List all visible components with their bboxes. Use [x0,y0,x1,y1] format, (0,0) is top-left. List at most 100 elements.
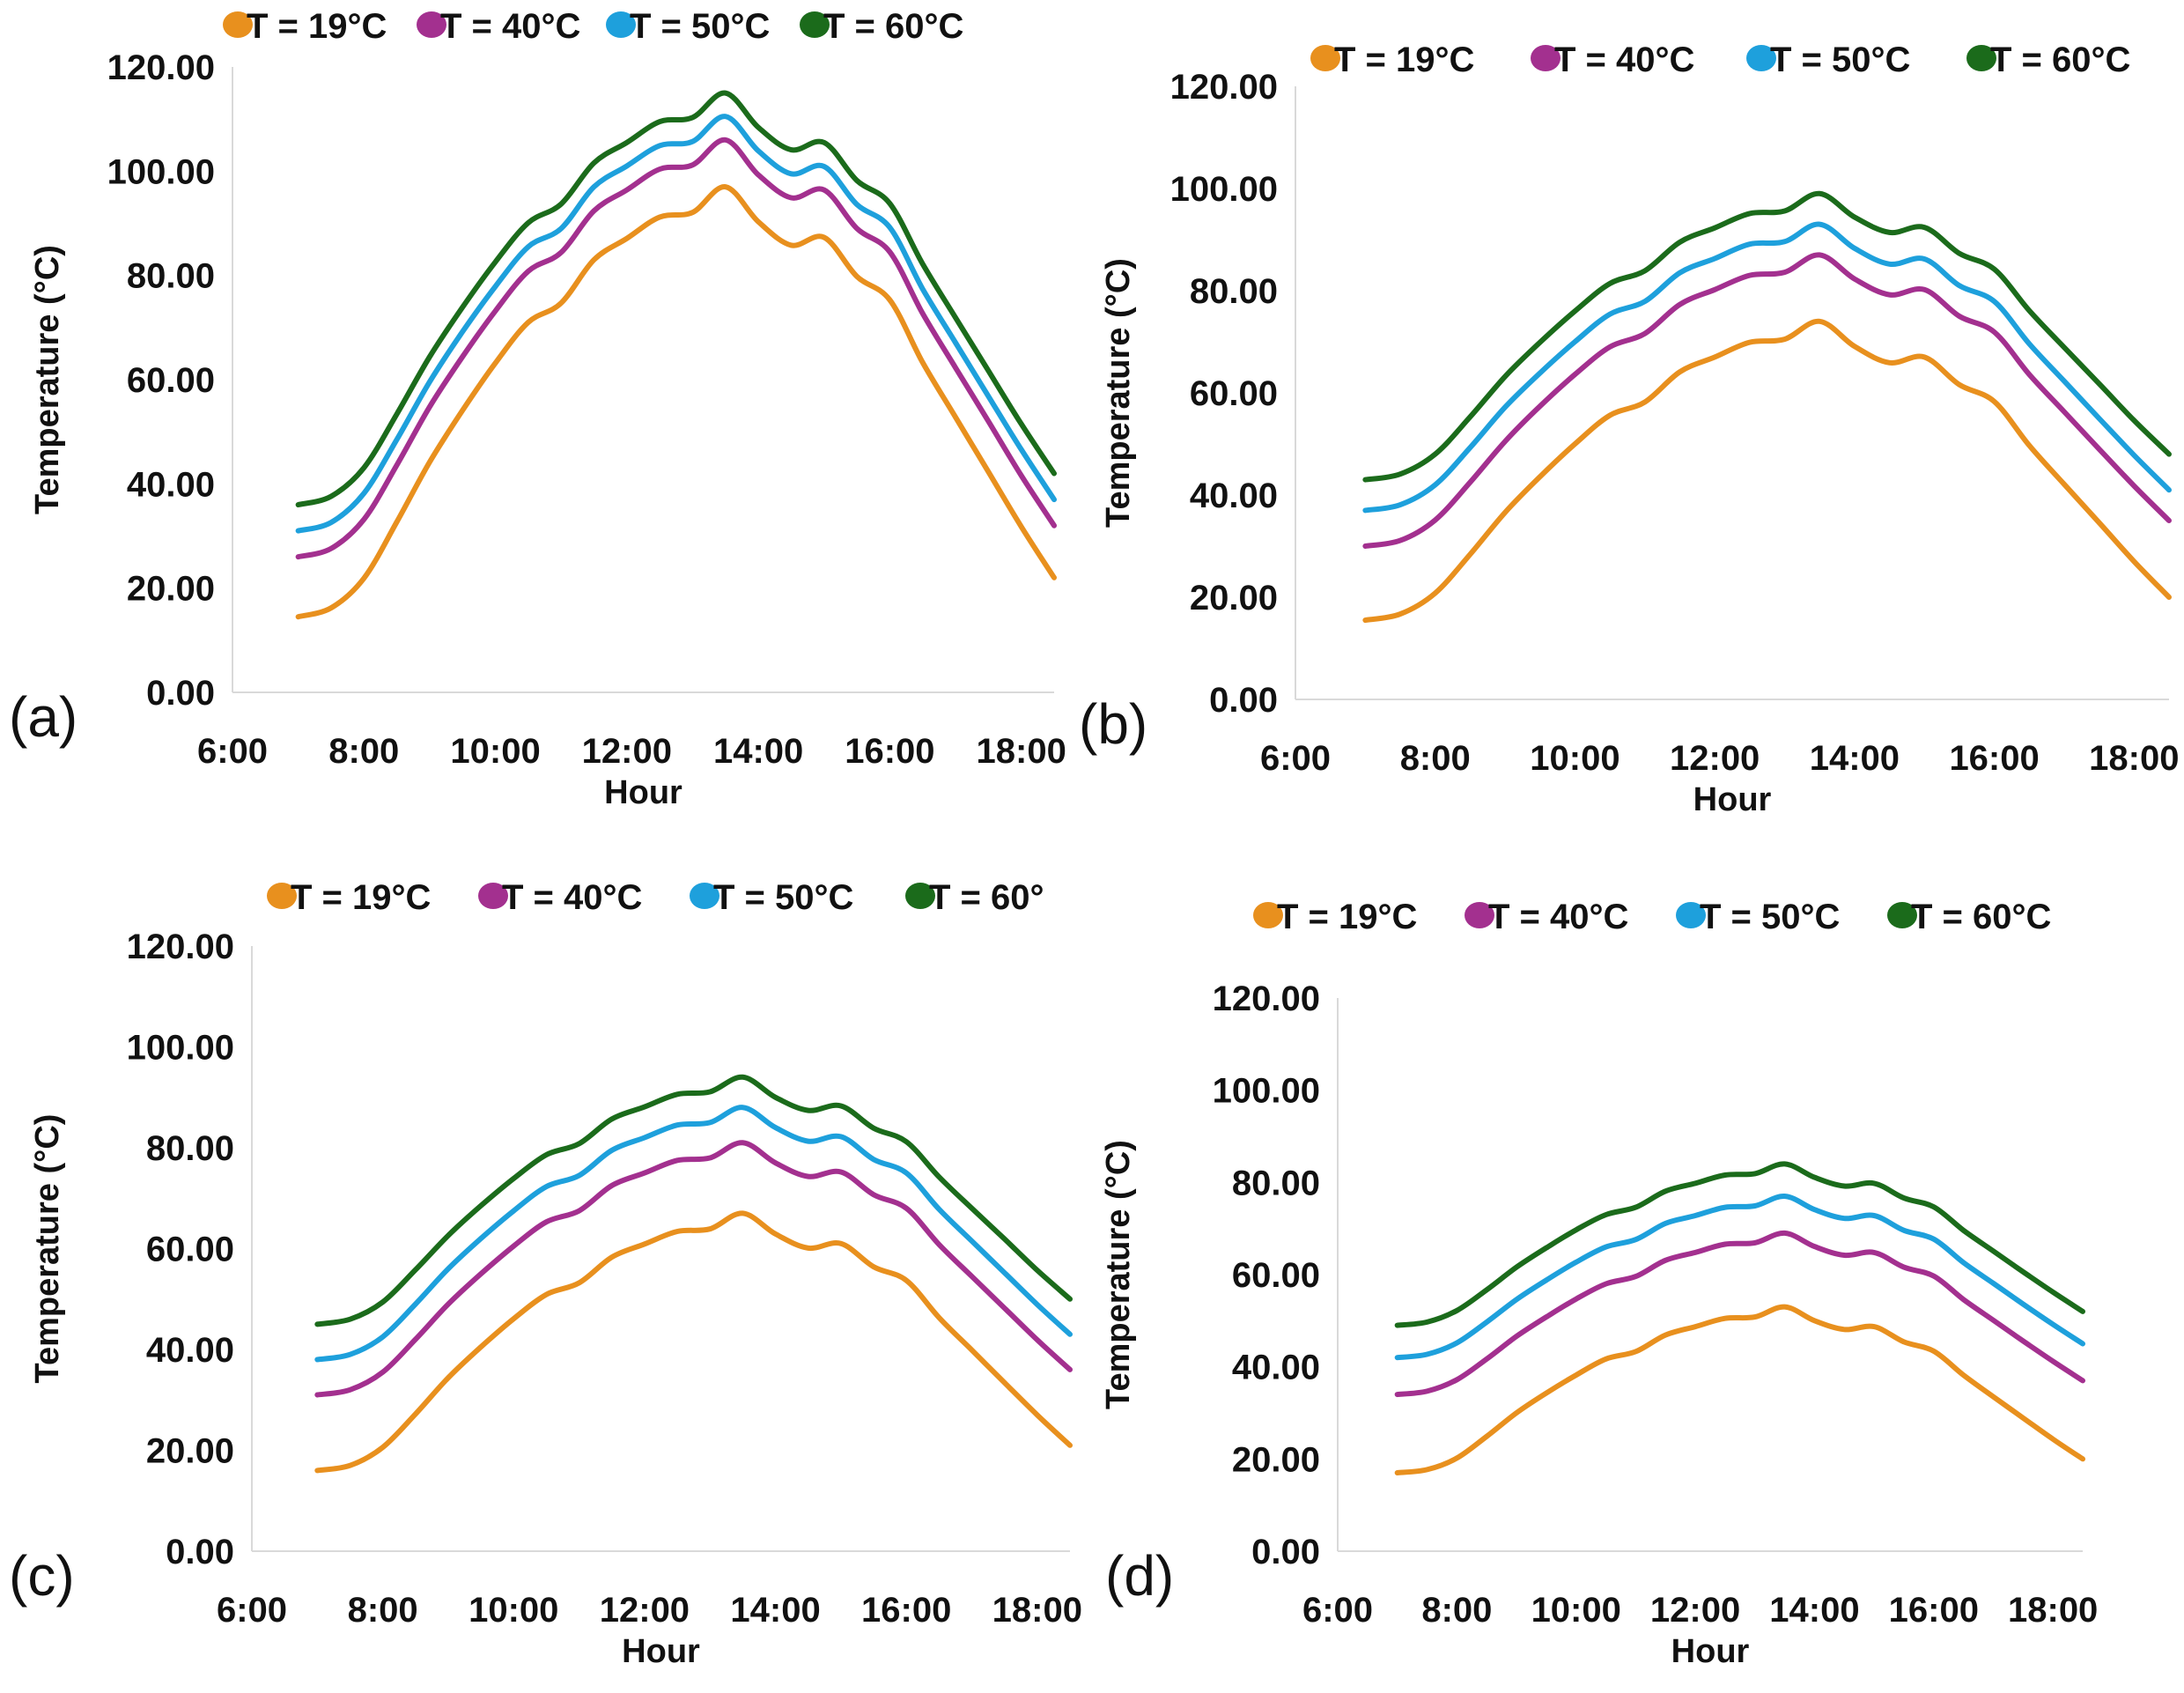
series-line-3 [314,1074,1073,1327]
series-line-2 [1362,221,2172,514]
y-tick-label: 100.00 [127,1029,234,1068]
y-axis-title: Temperature (°C) [29,1114,66,1384]
y-axis-title: Temperature (°C) [1100,1140,1137,1409]
series-line-2 [1394,1194,2085,1361]
series-line-2 [314,1105,1073,1363]
y-tick-label: 0.00 [166,1533,234,1571]
y-tick-label: 120.00 [1213,980,1320,1018]
x-tick-label: 14:00 [713,732,803,771]
y-tick-label: 0.00 [146,674,215,713]
y-tick-label: 100.00 [1170,170,1278,209]
y-tick-label: 60.00 [1232,1256,1320,1295]
x-axis-title: Hour [622,1633,700,1670]
x-tick-label: 8:00 [1421,1591,1492,1630]
x-tick-label: 6:00 [197,732,268,771]
y-tick-label: 80.00 [1190,272,1278,311]
x-tick-label: 8:00 [1400,739,1471,778]
series-line-1 [314,1140,1073,1398]
series-line-2 [295,114,1057,534]
legend-marker-icon [1966,45,1996,71]
y-tick-label: 120.00 [107,48,215,87]
y-tick-label: 20.00 [127,570,215,609]
x-tick-label: 6:00 [1260,739,1331,778]
y-tick-label: 0.00 [1251,1533,1320,1571]
y-tick-label: 80.00 [127,257,215,296]
x-tick-label: 10:00 [469,1591,558,1630]
legend-label: T = 19°C [247,7,387,46]
y-tick-label: 60.00 [127,361,215,400]
legend-label: T = 50°C [713,878,853,917]
x-tick-label: 16:00 [1949,739,2039,778]
x-tick-label: 18:00 [977,732,1066,771]
y-tick-label: 20.00 [146,1432,234,1471]
y-tick-label: 120.00 [127,928,234,966]
panel-label: (c) [9,1544,75,1608]
y-axis-title: Temperature (°C) [1100,258,1137,528]
y-tick-label: 80.00 [1232,1164,1320,1202]
legend-marker-icon [417,11,446,38]
legend-marker-icon [223,11,253,38]
legend-marker-icon [690,883,719,909]
x-tick-label: 12:00 [600,1591,690,1630]
x-tick-label: 10:00 [1531,1591,1621,1630]
y-tick-label: 20.00 [1232,1440,1320,1479]
legend-label: T = 40°C [440,7,580,46]
y-tick-label: 100.00 [1213,1072,1320,1111]
legend-marker-icon [606,11,636,38]
legend-label: T = 60°C [1990,41,2130,79]
x-tick-label: 16:00 [1889,1591,1979,1630]
series-line-3 [1362,190,2172,483]
legend-label: T = 40°C [1488,898,1628,936]
series-line-3 [1394,1161,2085,1328]
legend-label: T = 50°C [630,7,770,46]
legend-marker-icon [1310,45,1340,71]
x-tick-label: 10:00 [1530,739,1620,778]
chart-panel-d: 0.00 20.00 40.00 60.00 80.00 100.00 120.00 6:00… [1100,898,2098,1670]
legend-marker-icon [1746,45,1776,71]
x-tick-label: 16:00 [845,732,934,771]
x-axis-title: Hour [604,774,682,811]
x-tick-label: 14:00 [1810,739,1900,778]
y-tick-label: 40.00 [127,465,215,504]
panel-label: (d) [1105,1544,1174,1608]
x-axis-title: Hour [1693,781,1772,818]
y-tick-label: 80.00 [146,1129,234,1168]
y-tick-label: 40.00 [146,1331,234,1370]
panel-label: (a) [9,685,77,749]
panel-label: (b) [1079,692,1147,756]
y-tick-label: 0.00 [1209,681,1278,720]
y-tick-label: 120.00 [1170,68,1278,107]
legend-label: T = 19°C [291,878,431,917]
legend-label: T = 50°C [1770,41,1910,79]
x-tick-label: 6:00 [217,1591,287,1630]
y-axis-title: Temperature (°C) [29,245,66,514]
legend-label: T = 19°C [1334,41,1474,79]
x-tick-label: 18:00 [2089,739,2179,778]
y-tick-label: 100.00 [107,152,215,191]
x-tick-label: 6:00 [1302,1591,1373,1630]
legend-label: T = 60°C [823,7,963,46]
legend-marker-icon [1887,902,1917,928]
y-tick-label: 60.00 [146,1231,234,1269]
y-tick-label: 40.00 [1190,477,1278,515]
legend-marker-icon [1531,45,1561,71]
x-tick-label: 12:00 [582,732,672,771]
series-line-0 [295,184,1057,620]
legend-label: T = 60° [929,878,1044,917]
legend-label: T = 40°C [502,878,642,917]
series-line-0 [1394,1304,2085,1476]
legend-marker-icon [1676,902,1706,928]
x-tick-label: 14:00 [730,1591,820,1630]
legend-marker-icon [800,11,830,38]
x-tick-label: 8:00 [328,732,399,771]
x-tick-label: 18:00 [992,1591,1082,1630]
series-line-0 [314,1210,1073,1474]
y-tick-label: 60.00 [1190,374,1278,413]
x-tick-label: 16:00 [861,1591,951,1630]
legend-label: T = 50°C [1700,898,1840,936]
y-tick-label: 20.00 [1190,579,1278,617]
x-tick-label: 12:00 [1670,739,1760,778]
x-tick-label: 12:00 [1650,1591,1740,1630]
chart-panel-c: 0.00 20.00 40.00 60.00 80.00 100.00 120.00 6:00… [9,878,1082,1670]
